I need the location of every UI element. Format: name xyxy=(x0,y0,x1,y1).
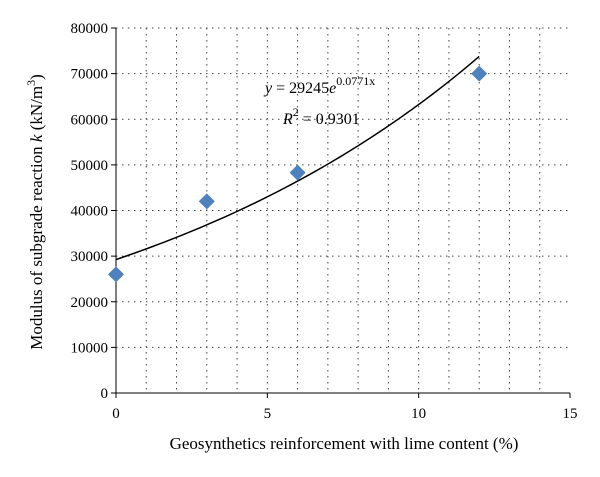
y-tick-label: 40000 xyxy=(71,204,109,220)
data-point xyxy=(198,193,215,210)
grid-lines xyxy=(116,27,570,393)
axes xyxy=(111,27,571,398)
data-point xyxy=(471,65,488,82)
y-tick-labels: 0 10000 20000 30000 40000 50000 60000 70000 8000… xyxy=(71,21,109,402)
y-tick-label: 70000 xyxy=(71,67,109,83)
y-tick-label: 60000 xyxy=(71,112,109,128)
y-axis-title: Modulus of subgrade reaction k (kN/m3) xyxy=(24,74,46,350)
y-tick-label: 80000 xyxy=(71,21,109,37)
data-point xyxy=(108,266,124,283)
x-axis-title: Geosynthetics reinforcement with lime co… xyxy=(170,434,519,453)
x-tick-label: 10 xyxy=(411,406,426,422)
x-tick-label: 15 xyxy=(563,406,578,422)
x-tick-label: 0 xyxy=(112,406,120,422)
y-tick-label: 0 xyxy=(101,386,109,402)
x-tick-label: 5 xyxy=(264,406,272,422)
r-squared-label: R2 = 0.9301 xyxy=(282,105,360,128)
exponential-trendline xyxy=(115,55,480,261)
y-tick-label: 50000 xyxy=(71,158,109,174)
data-points xyxy=(108,65,488,283)
data-point xyxy=(289,164,306,181)
trendline-equation: y = 29245e0.0771x xyxy=(263,74,375,97)
y-tick-label: 30000 xyxy=(71,249,109,265)
x-tick-labels: 0 5 10 15 xyxy=(112,406,577,422)
y-tick-label: 10000 xyxy=(71,340,109,356)
y-tick-label: 20000 xyxy=(71,295,109,311)
